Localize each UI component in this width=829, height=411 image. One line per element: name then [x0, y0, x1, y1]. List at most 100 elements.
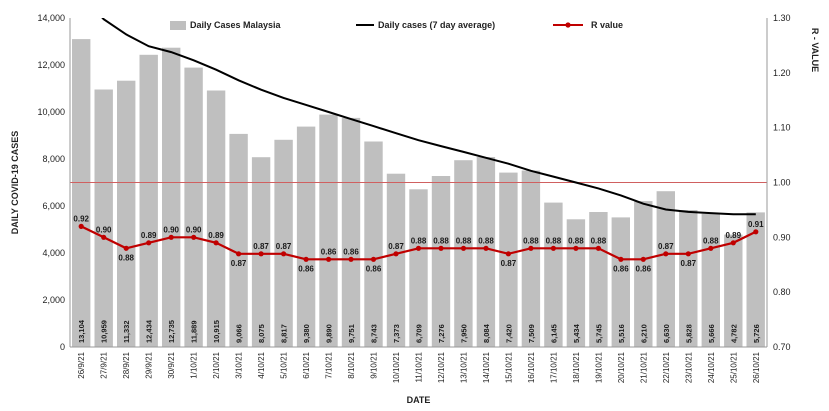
r-value-point: [101, 234, 107, 240]
bar-value-label: 7,373: [392, 324, 401, 343]
bar-value-label: 5,828: [684, 324, 693, 343]
r-value-point: [438, 245, 444, 251]
r-value-layer: 0.92 0.90 0.88 0.89 0.90 0.90 0.89 0.87 0.87 0.87…: [73, 214, 764, 273]
r-value-label: 0.87: [253, 242, 269, 251]
bar-value-label: 5,726: [752, 324, 761, 343]
r-value-label: 0.88: [411, 236, 427, 245]
r-value-point: [550, 245, 557, 251]
x-tick-label: 6/10/21: [302, 351, 311, 378]
bar-value-label: 12,434: [145, 319, 154, 343]
r-value-point: [348, 256, 354, 262]
x-tick-label: 20/10/21: [617, 351, 626, 383]
r-value-point: [708, 245, 714, 251]
r-value-label: 0.89: [726, 231, 742, 240]
r-value-label: 0.86: [343, 247, 359, 256]
bar-value-label: 12,735: [167, 320, 176, 343]
right-tick-label: 1.30: [773, 13, 791, 23]
r-value-point: [303, 256, 309, 262]
bar: [476, 157, 496, 347]
right-tick-label: 0.80: [773, 287, 791, 297]
right-tick-label: 1.10: [773, 123, 791, 133]
x-tick-label: 1/10/21: [190, 351, 199, 378]
bar: [454, 160, 473, 347]
y2-axis-title: R - VALUE: [810, 28, 820, 72]
right-tick-label: 0.90: [773, 232, 791, 242]
r-value-point: [753, 229, 759, 235]
left-tick-label: 10,000: [37, 107, 65, 117]
bar: [656, 191, 675, 347]
r-value-label: 0.88: [456, 236, 472, 245]
axes-layer: 0 2,000 4,000 6,000 8,000 10,000 12,000 14,000 0…: [10, 13, 820, 405]
bar-value-label: 6,709: [415, 324, 424, 343]
bar: [679, 210, 698, 347]
r-value-point: [415, 245, 422, 251]
bar-value-label: 6,145: [549, 324, 558, 343]
bar-value-label: 5,666: [707, 324, 716, 343]
bar-value-label: 7,509: [527, 324, 536, 343]
bar: [162, 47, 181, 347]
r-value-label: 0.92: [73, 214, 89, 223]
r-value-label: 0.88: [568, 236, 584, 245]
x-tick-label: 13/10/21: [460, 351, 469, 383]
bar: [544, 202, 563, 347]
bar-value-label: 10,915: [212, 320, 221, 343]
r-value-label: 0.87: [681, 259, 697, 268]
left-tick-label: 14,000: [37, 13, 65, 23]
bar: [499, 172, 518, 347]
r-value-point: [191, 234, 197, 240]
r-value-label: 0.90: [96, 225, 112, 234]
r-value-label: 0.91: [748, 220, 764, 229]
bar: [724, 234, 743, 347]
r-value-point: [618, 256, 624, 262]
y-axis-title: DAILY COVID-19 CASES: [10, 131, 20, 235]
x-tick-label: 19/10/21: [594, 351, 603, 383]
x-tick-label: 18/10/21: [572, 351, 581, 383]
x-tick-label: 7/10/21: [325, 351, 334, 378]
x-tick-label: 17/10/21: [549, 351, 558, 383]
r-value-point: [213, 240, 219, 246]
x-tick-label: 10/10/21: [392, 351, 401, 383]
r-value-label: 0.89: [141, 231, 157, 240]
bar: [94, 89, 113, 347]
r-value-point: [78, 223, 84, 229]
r-value-label: 0.87: [231, 259, 247, 268]
bar: [139, 54, 158, 348]
bar-value-label: 9,066: [235, 324, 244, 343]
r-value-point: [483, 245, 489, 251]
x-tick-label: 4/10/21: [257, 351, 266, 378]
r-value-label: 0.87: [501, 259, 517, 268]
average-line: [101, 18, 756, 216]
legend: Daily Cases Malaysia Daily cases (7 day a…: [170, 20, 623, 30]
r-value-point: [505, 251, 511, 257]
r-value-point: [573, 245, 579, 251]
bar: [296, 126, 316, 347]
r-value-point: [393, 251, 399, 257]
r-value-point: [528, 245, 534, 251]
bar: [274, 139, 293, 347]
r-value-point: [640, 256, 646, 262]
x-tick-label: 16/10/21: [527, 351, 536, 383]
legend-average: Daily cases (7 day average): [378, 20, 495, 30]
left-tick-label: 8,000: [42, 154, 65, 164]
bar: [611, 217, 630, 347]
bar-value-label: 7,420: [504, 324, 513, 343]
x-tick-label: 11/10/21: [415, 351, 424, 382]
bar: [341, 117, 361, 348]
bar: [319, 114, 338, 347]
left-tick-label: 6,000: [42, 201, 65, 211]
x-tick-label: 26/10/21: [752, 351, 761, 383]
bar-value-label: 8,817: [280, 324, 289, 343]
x-tick-label: 3/10/21: [235, 351, 244, 378]
r-value-point: [123, 245, 129, 251]
r-value-point: [730, 240, 736, 246]
bar-value-label: 8,084: [482, 323, 491, 343]
bar-value-label: 11,332: [122, 320, 131, 343]
x-tick-label: 30/9/21: [167, 351, 176, 378]
bar: [566, 219, 586, 347]
r-value-label: 0.88: [546, 236, 562, 245]
bar: [431, 176, 451, 347]
bar: [117, 80, 136, 347]
r-value-label: 0.88: [433, 236, 449, 245]
legend-r-marker: [565, 22, 571, 28]
bar-value-label: 5,434: [572, 323, 581, 343]
